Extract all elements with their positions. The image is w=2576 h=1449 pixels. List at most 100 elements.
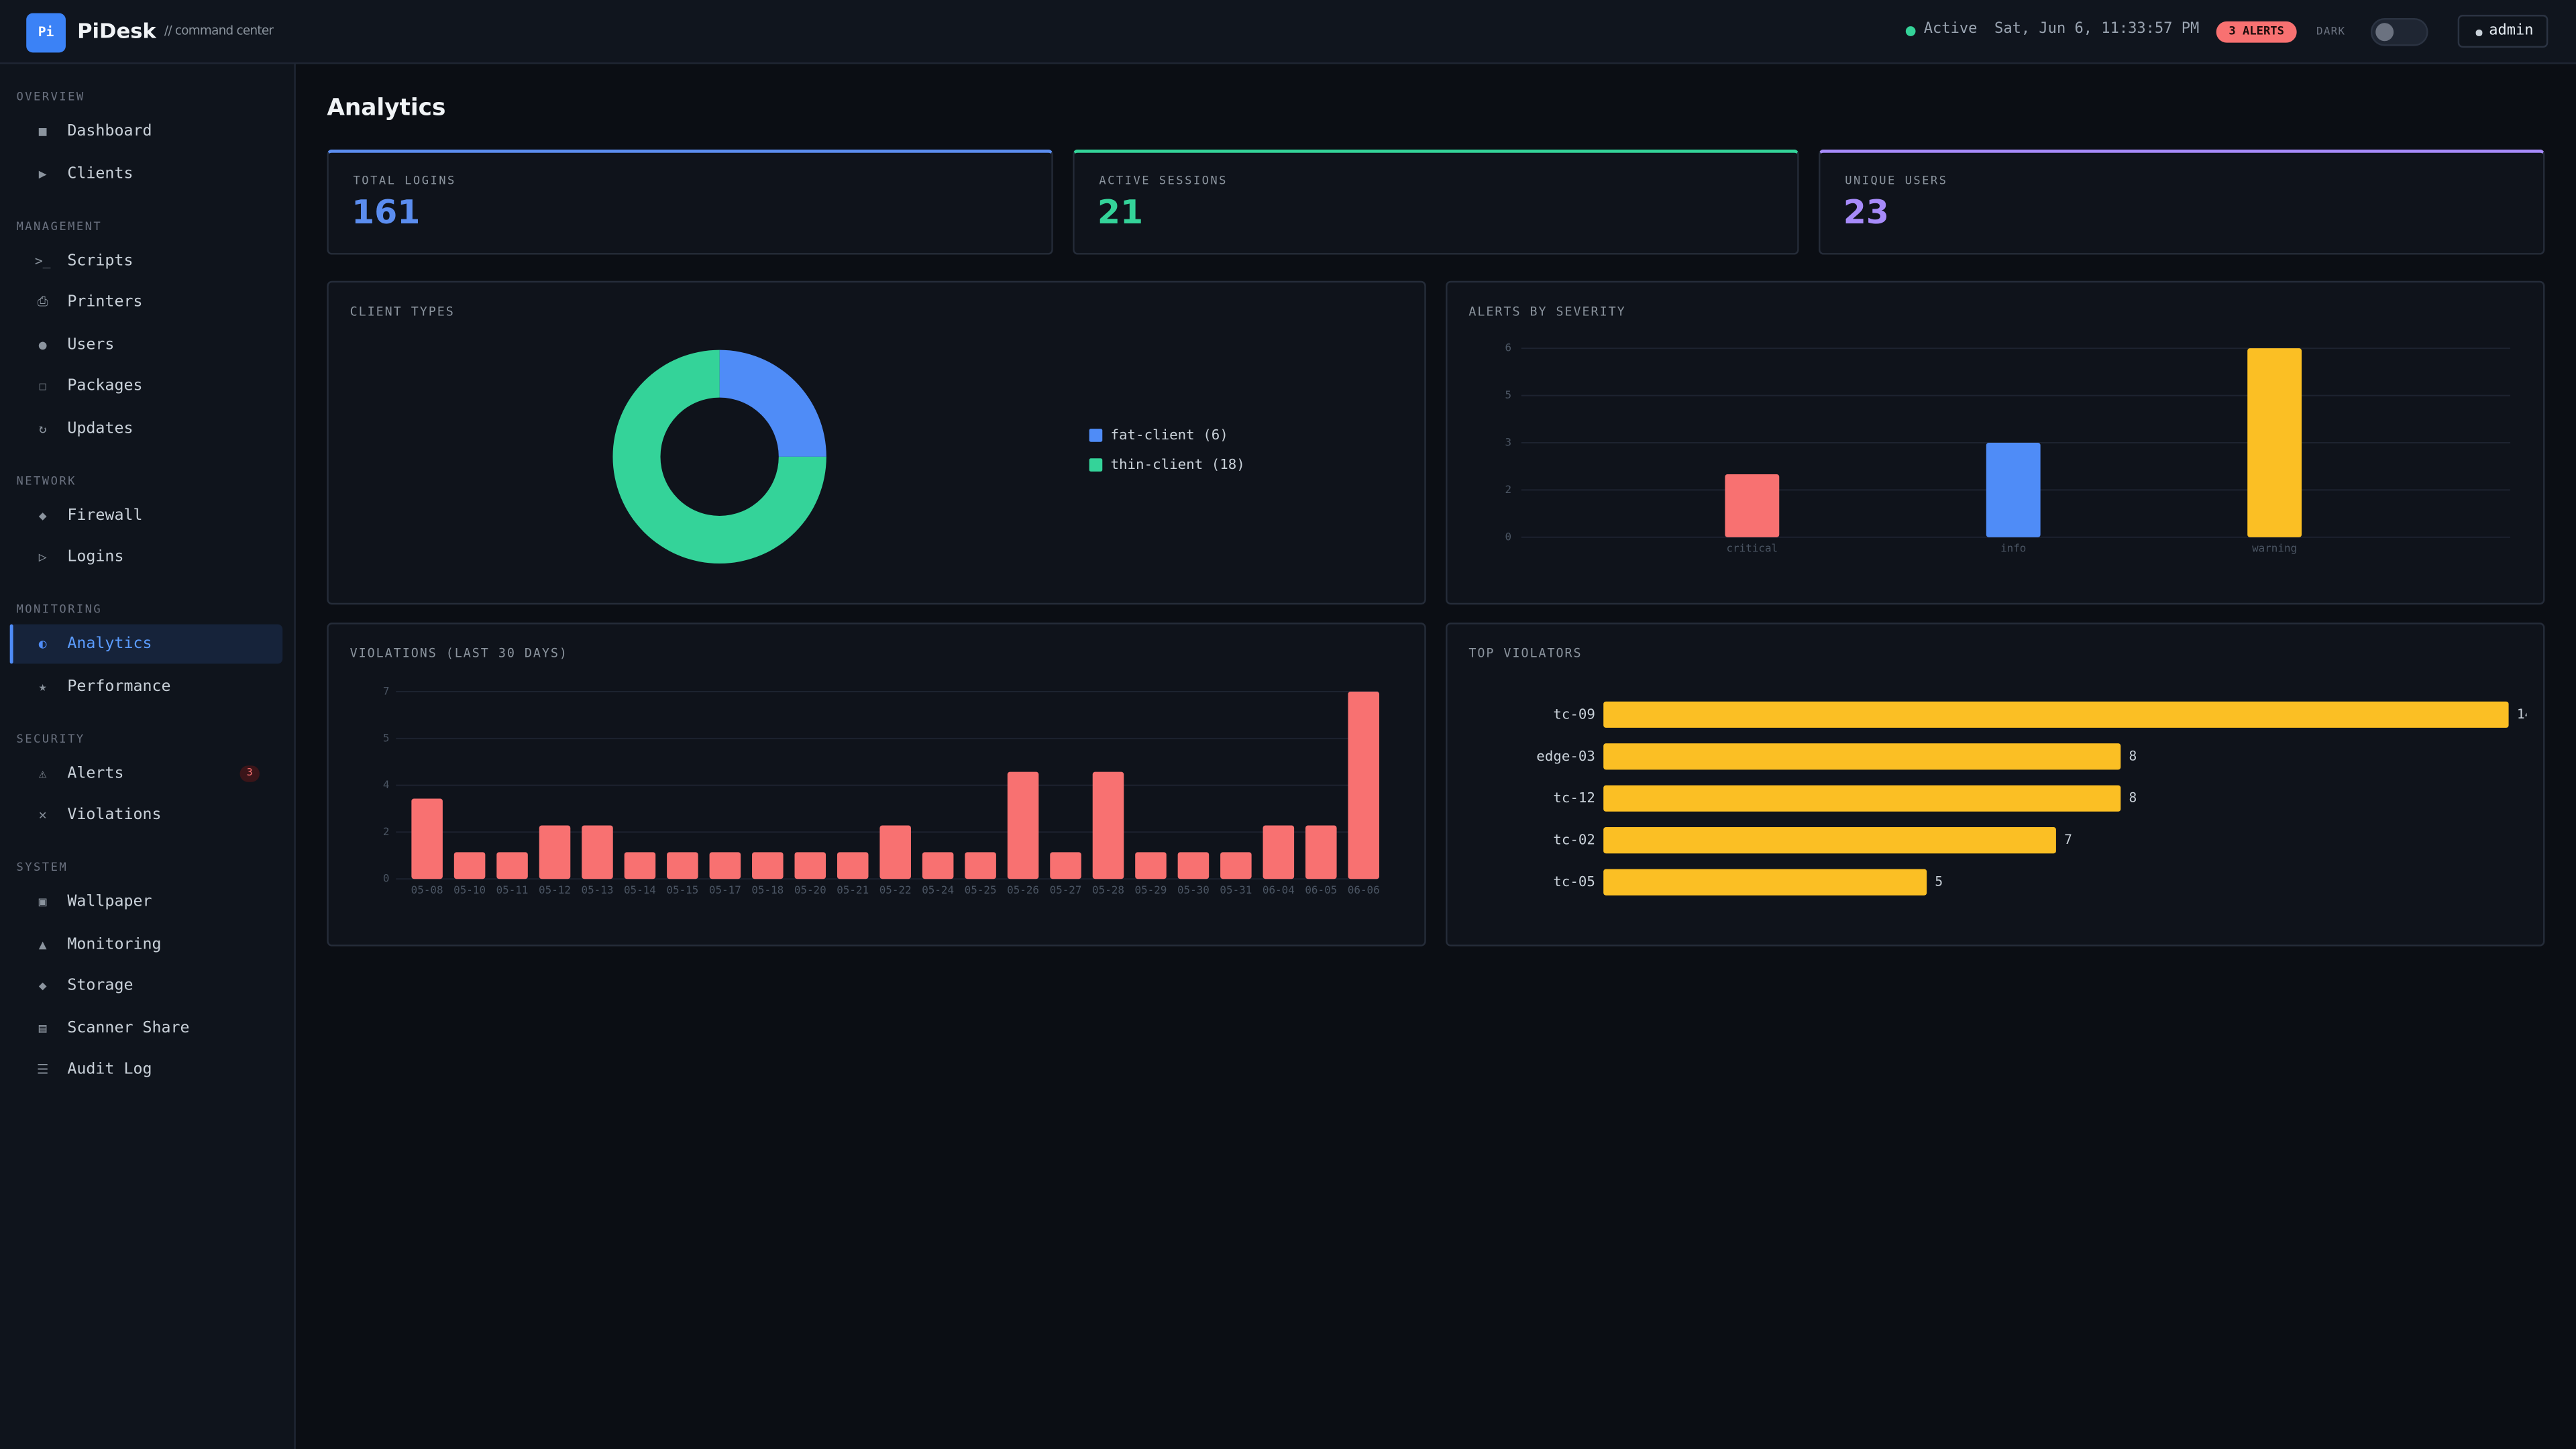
y-tick-label: 0 [1505, 530, 1511, 543]
pie-slice [612, 350, 826, 564]
bar [1177, 852, 1210, 879]
nav-label: Violations [67, 806, 162, 824]
chart-title: TOP VIOLATORS [1468, 647, 1582, 661]
chart: TOP VIOLATORS tc-09 14 edge-03 8 tc-12 8 tc-02 7… [1468, 647, 2527, 896]
stat-card: ACTIVE SESSIONS 21 [1073, 149, 1799, 255]
nav-icon: ▲ [38, 936, 47, 951]
bar [1007, 771, 1039, 879]
y-tick-label: 3 [1505, 436, 1511, 449]
nav-item[interactable] [9, 624, 283, 664]
x-tick-label: 05-29 [1135, 883, 1167, 896]
stat-label: TOTAL LOGINS [353, 174, 456, 188]
bar [922, 852, 954, 879]
x-tick-label: 06-06 [1348, 883, 1380, 896]
x-tick-label: 05-12 [539, 883, 571, 896]
section-title: MANAGEMENT [16, 219, 103, 233]
bar [1603, 785, 2121, 812]
legend-swatch [1089, 429, 1103, 442]
bar [1603, 827, 2056, 854]
x-tick-label: 05-28 [1092, 883, 1124, 896]
status: Active [1923, 21, 1978, 38]
user-name: admin [2489, 23, 2534, 40]
bar [837, 852, 869, 879]
nav-label: Clients [67, 164, 133, 182]
nav-label: Packages [67, 377, 143, 395]
bar [1603, 869, 1927, 896]
bar [1725, 474, 1780, 537]
chart-card: VIOLATIONS (LAST 30 DAYS) 0 2 4 5 7 05-08 05-10… [327, 623, 1426, 947]
x-tick-label: 05-15 [666, 883, 698, 896]
sidebar: OVERVIEW ■ Dashboard ▶ Clients MANAGEMENT >_ Sc… [0, 64, 296, 1449]
nav-icon: ★ [38, 678, 47, 694]
y-tick-label: 7 [383, 685, 390, 698]
bar [496, 852, 528, 879]
bar [1220, 852, 1252, 879]
nav-icon: ⚠ [38, 765, 47, 781]
x-tick-label: critical [1727, 541, 1778, 554]
theme-label: DARK [2316, 24, 2346, 38]
nav-label: Audit Log [67, 1060, 152, 1079]
y-tick-label: tc-05 [1553, 873, 1595, 890]
nav-icon: ☐ [38, 378, 47, 394]
y-tick-label: tc-12 [1553, 790, 1595, 806]
tagline: // command center [164, 23, 274, 38]
y-tick-label: 4 [383, 778, 390, 791]
section-title: NETWORK [16, 474, 76, 488]
chart-card: CLIENT TYPES fat-client (6) thin-client (1… [327, 280, 1426, 605]
x-tick-label: info [2000, 541, 2026, 554]
chart-title: CLIENT TYPES [350, 305, 455, 319]
nav-icon: ▣ [38, 894, 47, 910]
nav-label: Users [67, 335, 115, 354]
x-tick-label: 05-20 [794, 883, 826, 896]
section-title: SECURITY [16, 732, 85, 745]
user-button[interactable]: admin [2457, 15, 2548, 48]
nav-label: Updates [67, 419, 133, 437]
nav-label: Dashboard [67, 122, 152, 141]
bar [1305, 825, 1337, 879]
bar [539, 825, 571, 879]
alerts-badge[interactable]: 3 ALERTS [2216, 21, 2297, 43]
value-label: 5 [1935, 874, 1943, 890]
x-tick-label: 05-27 [1050, 883, 1082, 896]
nav-label: Performance [67, 676, 171, 695]
y-tick-label: 5 [1505, 388, 1511, 401]
nav-label: Wallpaper [67, 893, 152, 911]
x-tick-label: 05-17 [709, 883, 741, 896]
nav-label: Analytics [67, 635, 152, 653]
x-tick-label: 05-18 [751, 883, 784, 896]
datetime: Sat, Jun 6, 11:33:57 PM [1994, 21, 2200, 38]
stat-value: 161 [352, 192, 421, 232]
x-tick-label: 05-26 [1007, 883, 1039, 896]
nav-icon: ▤ [38, 1020, 47, 1035]
x-tick-label: 06-04 [1263, 883, 1295, 896]
value-label: 8 [2129, 748, 2137, 763]
nav-label: Logins [67, 547, 124, 566]
nav-icon: >_ [34, 253, 51, 268]
nav-icon: ● [38, 337, 47, 352]
x-tick-label: 05-11 [496, 883, 529, 896]
section-title: MONITORING [16, 602, 103, 616]
nav-label: Printers [67, 293, 143, 312]
toggle-knob [2375, 23, 2394, 42]
x-tick-label: 05-14 [624, 883, 656, 896]
x-tick-label: 05-24 [922, 883, 954, 896]
y-tick-label: 2 [1505, 483, 1511, 496]
chart: ALERTS BY SEVERITY 0 2 3 5 6 critical info warni… [1468, 305, 2511, 554]
stat-card: UNIQUE USERS 23 [1819, 149, 2545, 255]
legend-swatch [1089, 458, 1103, 472]
bar [1348, 692, 1380, 879]
theme-toggle[interactable] [2370, 17, 2428, 46]
chart-title: ALERTS BY SEVERITY [1468, 305, 1625, 319]
nav-icon: ◆ [38, 978, 47, 994]
logo[interactable]: Pi [26, 13, 66, 53]
y-tick-label: tc-02 [1553, 832, 1595, 848]
bar [1986, 443, 2041, 537]
bar [1263, 825, 1295, 879]
value-label: 8 [2129, 790, 2137, 806]
y-tick-label: 0 [383, 872, 390, 885]
x-tick-label: 06-05 [1305, 883, 1337, 896]
x-tick-label: 05-22 [879, 883, 912, 896]
y-tick-label: 5 [383, 731, 390, 744]
chart: VIOLATIONS (LAST 30 DAYS) 0 2 4 5 7 05-08 05-10… [350, 647, 1380, 896]
nav-icon: ⎙ [37, 294, 48, 309]
